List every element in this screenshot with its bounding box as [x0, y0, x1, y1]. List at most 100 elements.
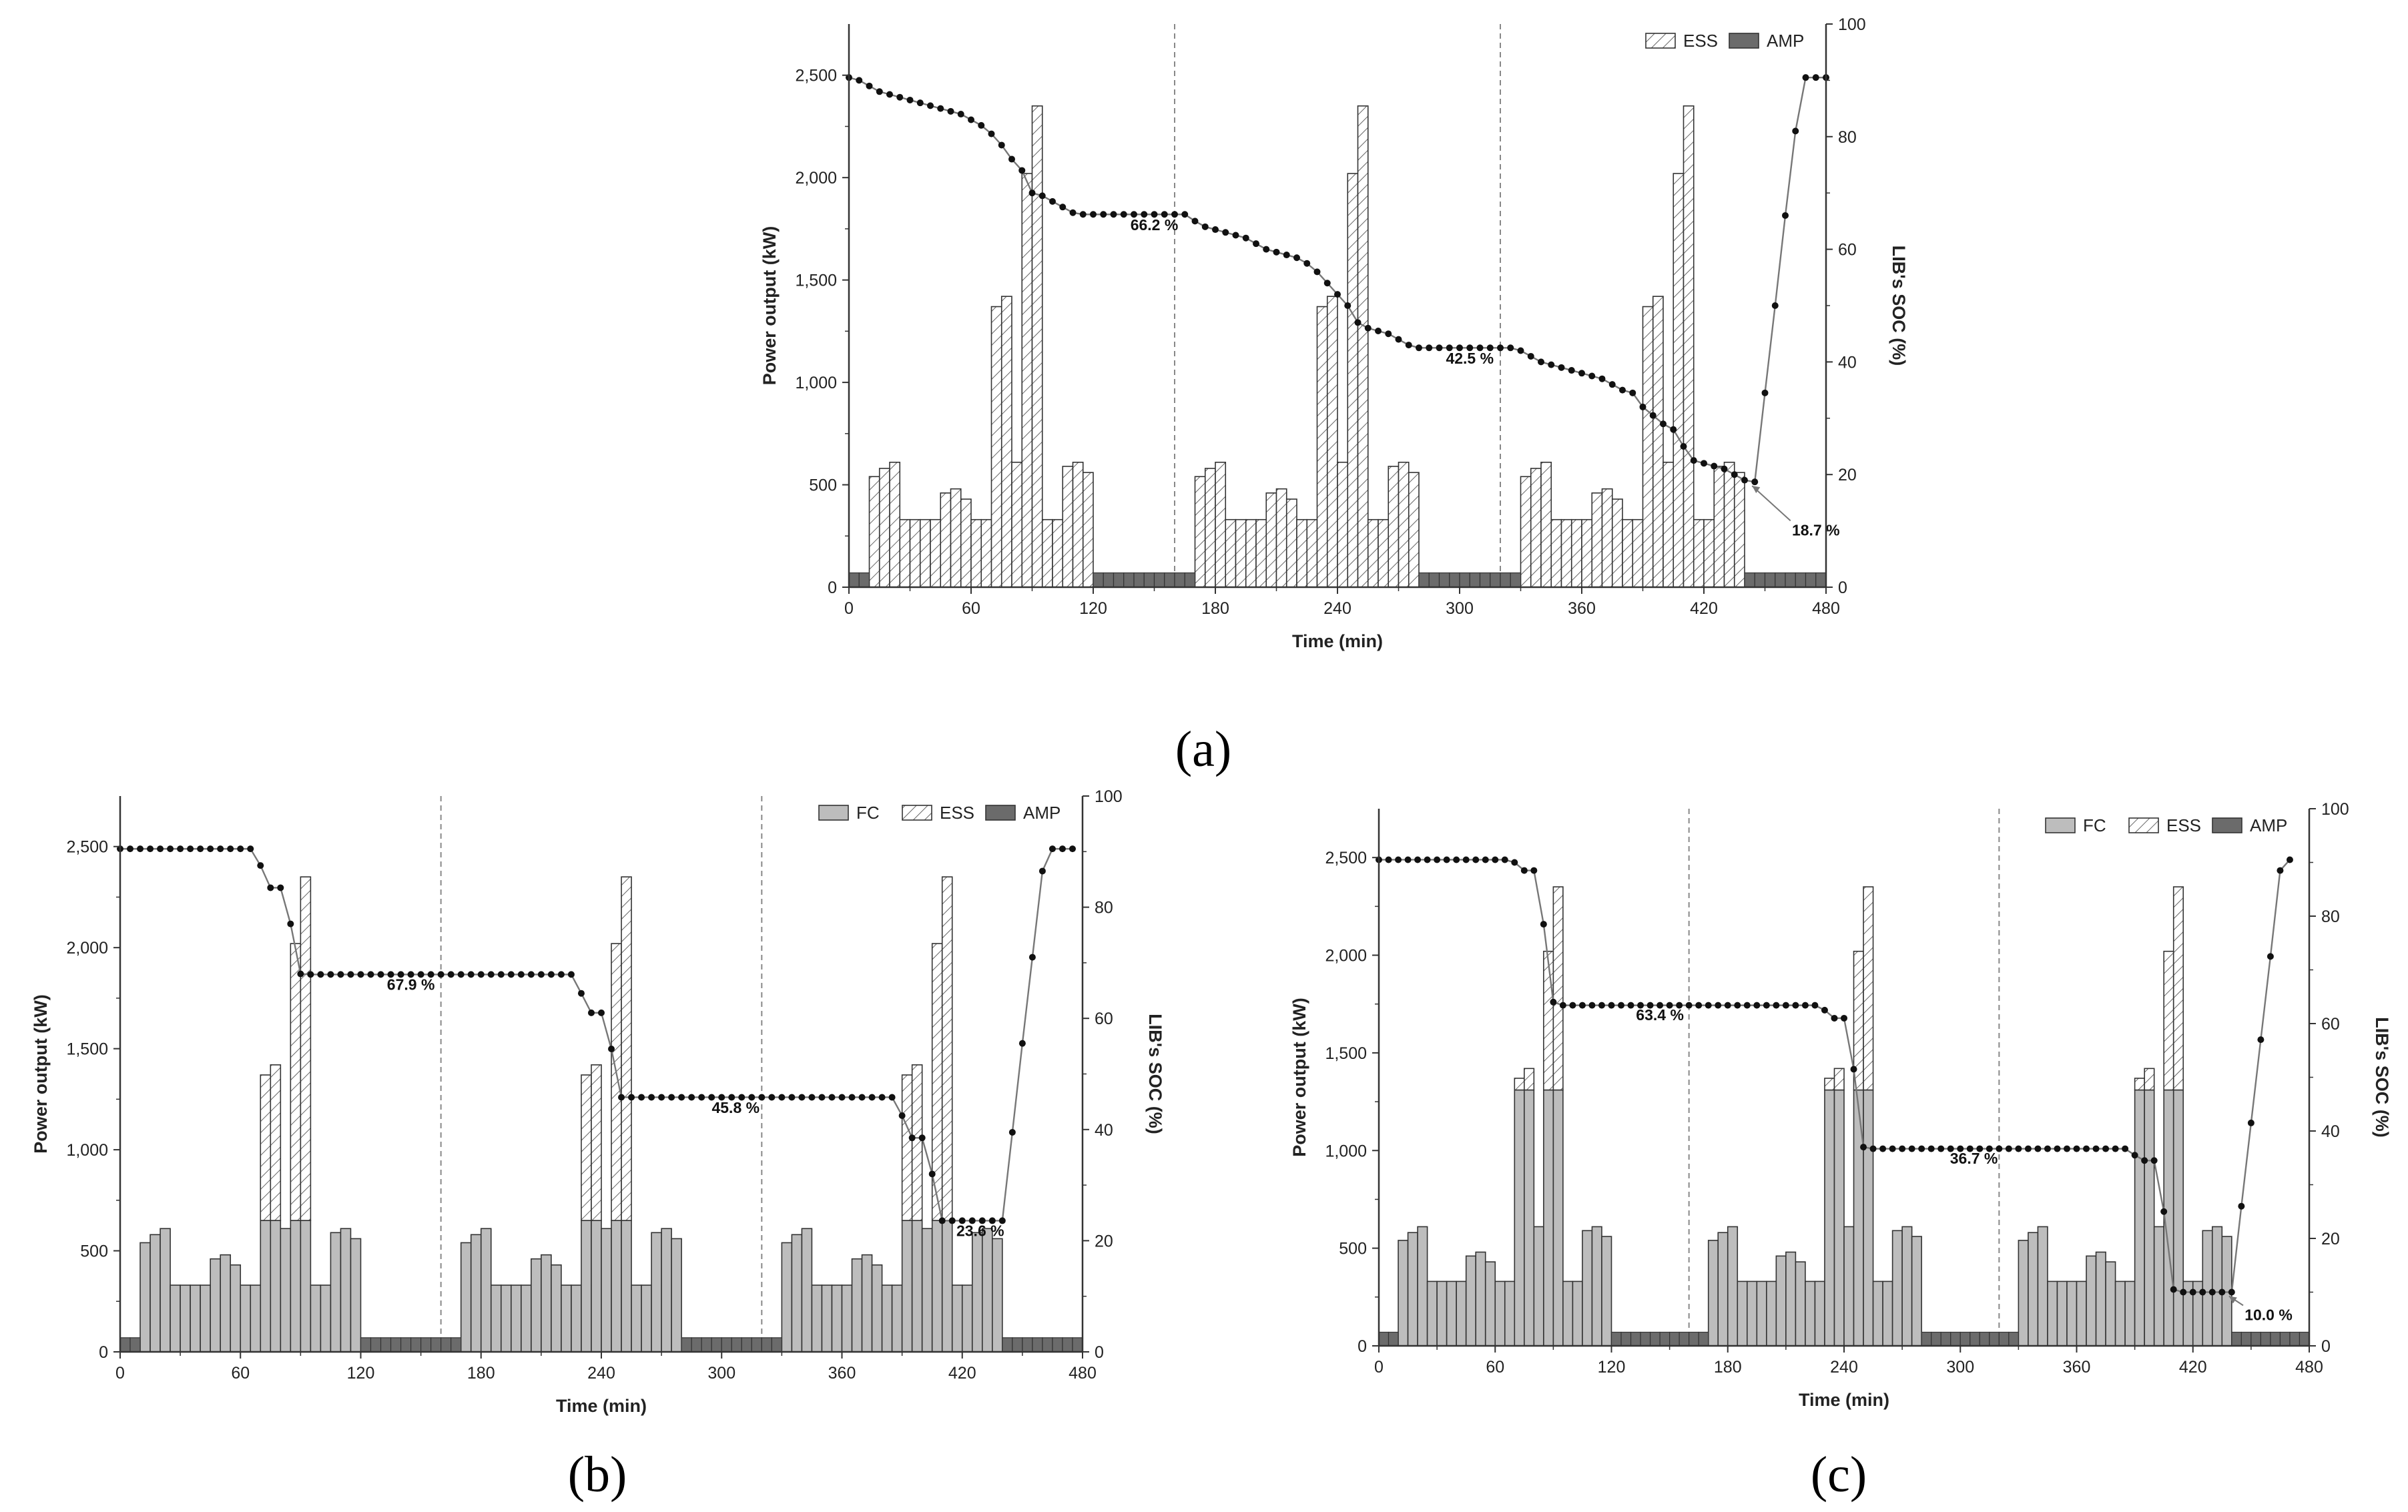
- fc-bar: [2114, 1280, 2126, 1347]
- fc-bar: [1572, 1280, 1583, 1347]
- soc-point: [1540, 921, 1547, 928]
- amp-bar: [430, 1337, 442, 1353]
- soc-point: [317, 971, 324, 978]
- fc-bar: [911, 1220, 923, 1353]
- ess-bar: [1337, 461, 1349, 588]
- soc-point: [227, 845, 234, 853]
- soc-point: [2054, 1145, 2061, 1152]
- y2-tick-label: 40: [2321, 1122, 2340, 1141]
- fc-bar: [1891, 1230, 1903, 1347]
- soc-point: [1734, 1002, 1741, 1009]
- ess-bar: [1408, 472, 1420, 588]
- ess-bar: [2172, 886, 2184, 1091]
- ess-bar: [1347, 173, 1359, 588]
- fc-bar: [260, 1220, 272, 1353]
- soc-point: [267, 884, 274, 891]
- fc-bar: [1882, 1280, 1893, 1347]
- soc-point: [1588, 372, 1596, 380]
- ess-bar: [1552, 886, 1564, 1091]
- amp-bar: [701, 1337, 712, 1353]
- soc-point: [1313, 268, 1321, 276]
- fc-bar: [2124, 1280, 2136, 1347]
- chart-panel-a: 66.2 % 42.5 % 18.7 % 0 60 120 180 240 300 360 420 4…: [760, 15, 1909, 651]
- soc-point: [928, 1170, 936, 1178]
- soc-point: [906, 96, 914, 103]
- ess-bar: [980, 518, 992, 588]
- soc-point: [1618, 1002, 1625, 1009]
- fc-bar: [1514, 1089, 1525, 1347]
- soc-point: [998, 141, 1005, 149]
- soc-point: [938, 1217, 946, 1224]
- y2-tick-label: 0: [1838, 579, 1847, 597]
- y-axis-label: Power output (kW): [760, 226, 780, 385]
- soc-point: [1538, 358, 1544, 366]
- soc-point: [387, 971, 394, 978]
- amp-bar: [1388, 1331, 1399, 1347]
- soc-point: [1753, 1002, 1761, 1009]
- fc-bar: [1601, 1236, 1612, 1347]
- soc-point: [1705, 1002, 1712, 1009]
- soc-point: [1120, 211, 1127, 218]
- soc-point: [1049, 198, 1056, 205]
- fc-bar: [1766, 1280, 1777, 1347]
- ess-bar: [1194, 476, 1206, 588]
- soc-point: [748, 1094, 756, 1101]
- ess-bar: [1560, 518, 1572, 588]
- fc-bar: [561, 1284, 572, 1353]
- soc-point: [1273, 248, 1280, 256]
- ess-bar: [1062, 466, 1074, 588]
- soc-point: [1131, 211, 1137, 218]
- soc-point: [1161, 211, 1168, 218]
- soc-point: [668, 1094, 675, 1101]
- soc-point: [1462, 856, 1470, 863]
- soc-point: [886, 91, 893, 98]
- amp-bar: [741, 1337, 752, 1353]
- legend-swatch-ess: [2128, 817, 2159, 833]
- amp-bar: [2270, 1331, 2281, 1347]
- soc-point: [1588, 1002, 1596, 1009]
- y-tick-label: 1,000: [795, 374, 837, 392]
- amp-bar: [420, 1337, 432, 1353]
- soc-point: [1110, 211, 1117, 218]
- soc-point: [1414, 856, 1422, 863]
- amp-bar: [761, 1337, 772, 1353]
- soc-point: [978, 121, 985, 129]
- fc-bar: [1872, 1280, 1883, 1347]
- soc-point: [638, 1094, 645, 1101]
- ess-bar: [260, 1074, 272, 1221]
- x-tick-label: 0: [844, 599, 854, 618]
- fc-bar: [971, 1232, 983, 1353]
- fc-bar: [350, 1238, 362, 1353]
- soc-point: [896, 93, 904, 101]
- y2-tick-label: 20: [1095, 1232, 1113, 1250]
- x-tick-label: 360: [2063, 1358, 2091, 1377]
- y2-axis-label: LIB's SOC (%): [1145, 1014, 1165, 1134]
- soc-point: [988, 130, 995, 137]
- amp-bar: [129, 1337, 141, 1353]
- ess-bar: [1031, 105, 1043, 588]
- y-axis-label: Power output (kW): [31, 994, 51, 1153]
- soc-point: [1782, 212, 1789, 219]
- amp-bar: [1689, 1331, 1699, 1347]
- amp-bar: [1659, 1331, 1671, 1347]
- soc-point: [968, 116, 974, 123]
- legend-label-fc: FC: [2083, 815, 2106, 835]
- soc-annotation: 45.8 %: [711, 1099, 760, 1116]
- soc-point: [237, 845, 244, 853]
- fc-bar: [1727, 1226, 1739, 1347]
- soc-annotation: 36.7 %: [1950, 1150, 1998, 1167]
- soc-point: [1008, 1128, 1016, 1136]
- y2-tick-label: 80: [1838, 128, 1857, 147]
- fc-bar: [1805, 1280, 1816, 1347]
- amp-bar: [400, 1337, 412, 1353]
- soc-point: [1530, 867, 1538, 874]
- amp-bar: [2250, 1331, 2261, 1347]
- fc-bar: [631, 1284, 642, 1353]
- soc-point: [2189, 1288, 2196, 1296]
- amp-bar: [1979, 1331, 1990, 1347]
- ess-bar: [911, 1064, 923, 1221]
- soc-point: [878, 1094, 886, 1101]
- soc-point: [1889, 1145, 1896, 1152]
- fc-bar: [1863, 1089, 1874, 1347]
- soc-point: [1908, 1145, 1915, 1152]
